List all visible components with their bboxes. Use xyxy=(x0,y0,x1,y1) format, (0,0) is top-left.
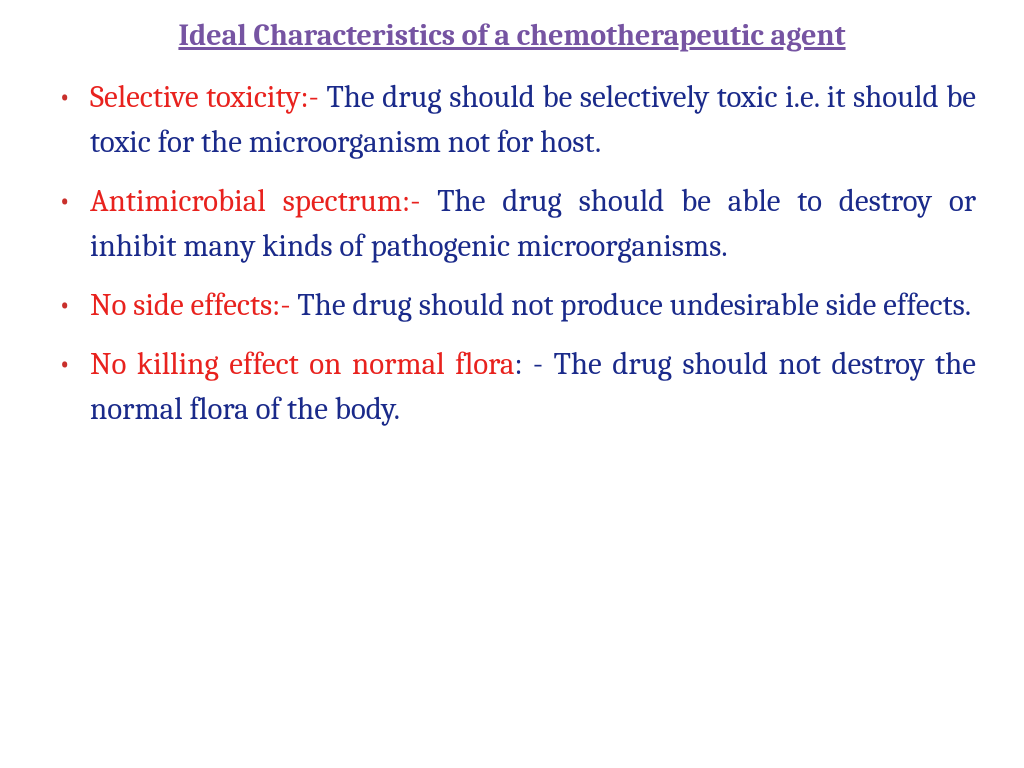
item-term: No killing effect on normal flora xyxy=(90,346,514,382)
list-item: Antimicrobial spectrum:- The drug should… xyxy=(48,179,976,269)
bullet-list: Selective toxicity:- The drug should be … xyxy=(48,75,976,432)
list-item: No killing effect on normal flora: - The… xyxy=(48,342,976,432)
item-term: Antimicrobial spectrum:- xyxy=(90,183,437,219)
slide-title: Ideal Characteristics of a chemotherapeu… xyxy=(48,18,976,53)
item-term: Selective toxicity:- xyxy=(90,79,326,115)
list-item: No side effects:- The drug should not pr… xyxy=(48,283,976,328)
item-term: No side effects:- xyxy=(90,287,297,323)
list-item: Selective toxicity:- The drug should be … xyxy=(48,75,976,165)
item-desc: The drug should not produce undesirable … xyxy=(297,287,971,323)
slide-container: Ideal Characteristics of a chemotherapeu… xyxy=(0,0,1024,768)
